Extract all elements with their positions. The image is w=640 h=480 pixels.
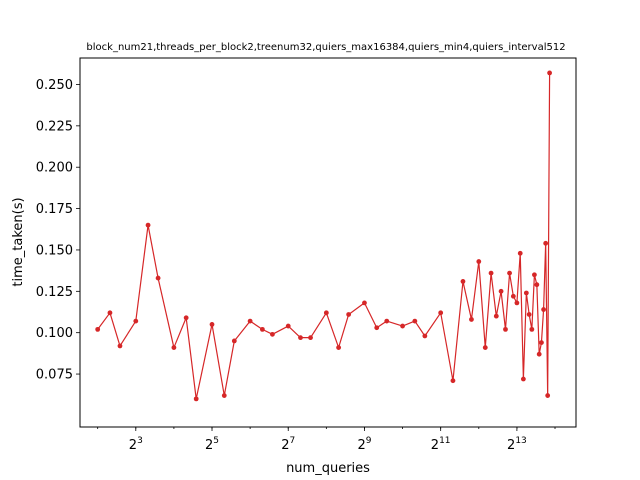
data-point (95, 326, 101, 332)
y-tick-label: 0.225 (36, 119, 73, 134)
data-point (155, 275, 161, 281)
data-point (259, 326, 265, 332)
y-tick-label: 0.100 (36, 326, 73, 341)
data-point (450, 378, 456, 384)
data-point (221, 393, 227, 398)
data-point (107, 310, 113, 316)
data-point (422, 333, 428, 339)
data-point (384, 318, 390, 324)
x-tick-label: 25 (205, 436, 219, 453)
data-point (308, 335, 313, 341)
data-point (476, 259, 482, 264)
data-point (231, 338, 237, 344)
data-point (503, 326, 508, 332)
data-point (545, 393, 551, 398)
data-point (534, 282, 540, 288)
data-point (374, 325, 380, 331)
data-point (412, 318, 418, 324)
data-point (517, 250, 523, 256)
y-axis: 0.075 0.100 0.125 0.150 0.175 0.200 0.225 0.250 (36, 78, 80, 383)
data-point (541, 307, 546, 312)
data-point (362, 300, 367, 306)
data-point (469, 317, 474, 322)
data-point (507, 270, 512, 276)
data-point (285, 323, 291, 329)
data-point (532, 272, 537, 278)
chart-title: block_num21,threads_per_block2,treenum32… (86, 42, 565, 53)
x-axis: 23 25 27 29 211 213 (97, 427, 556, 453)
plot-area (95, 70, 552, 402)
data-point (346, 312, 352, 317)
data-point (539, 340, 544, 346)
y-tick-label: 0.175 (36, 202, 73, 217)
data-point (145, 222, 151, 228)
data-point (133, 318, 139, 324)
data-point (523, 290, 529, 296)
y-tick-label: 0.250 (36, 78, 73, 93)
x-tick-label: 29 (357, 436, 371, 453)
data-point (209, 322, 215, 327)
y-tick-label: 0.200 (36, 161, 73, 176)
data-point (400, 323, 405, 329)
y-tick-label: 0.075 (36, 368, 73, 383)
data-point (270, 331, 275, 337)
data-point (493, 313, 499, 319)
data-point (488, 270, 494, 276)
y-axis-label: time_taken(s) (11, 197, 26, 286)
x-tick-label: 213 (507, 436, 527, 453)
data-point (323, 310, 329, 316)
data-point (547, 70, 552, 76)
y-tick-label: 0.125 (36, 285, 73, 300)
x-tick-label: 211 (431, 436, 451, 453)
y-tick-label: 0.150 (36, 243, 73, 258)
data-point (520, 376, 526, 382)
data-point (536, 351, 542, 357)
x-tick-label: 27 (281, 436, 295, 453)
data-point (193, 396, 199, 402)
data-point (438, 310, 444, 316)
x-axis-label: num_queries (286, 461, 370, 476)
data-point (543, 240, 549, 246)
data-point (247, 318, 253, 324)
series-line (97, 72, 551, 400)
data-point (482, 345, 488, 350)
data-point (336, 345, 342, 350)
data-point (529, 326, 535, 332)
data-point (117, 343, 123, 349)
data-point (171, 345, 177, 350)
data-point (498, 288, 504, 294)
x-tick-label: 23 (129, 436, 143, 453)
data-point (526, 312, 532, 317)
axes-frame (79, 57, 577, 428)
data-point (183, 315, 189, 321)
data-point (298, 335, 303, 341)
data-point (460, 278, 466, 284)
data-point (510, 293, 516, 299)
data-point (514, 300, 520, 306)
